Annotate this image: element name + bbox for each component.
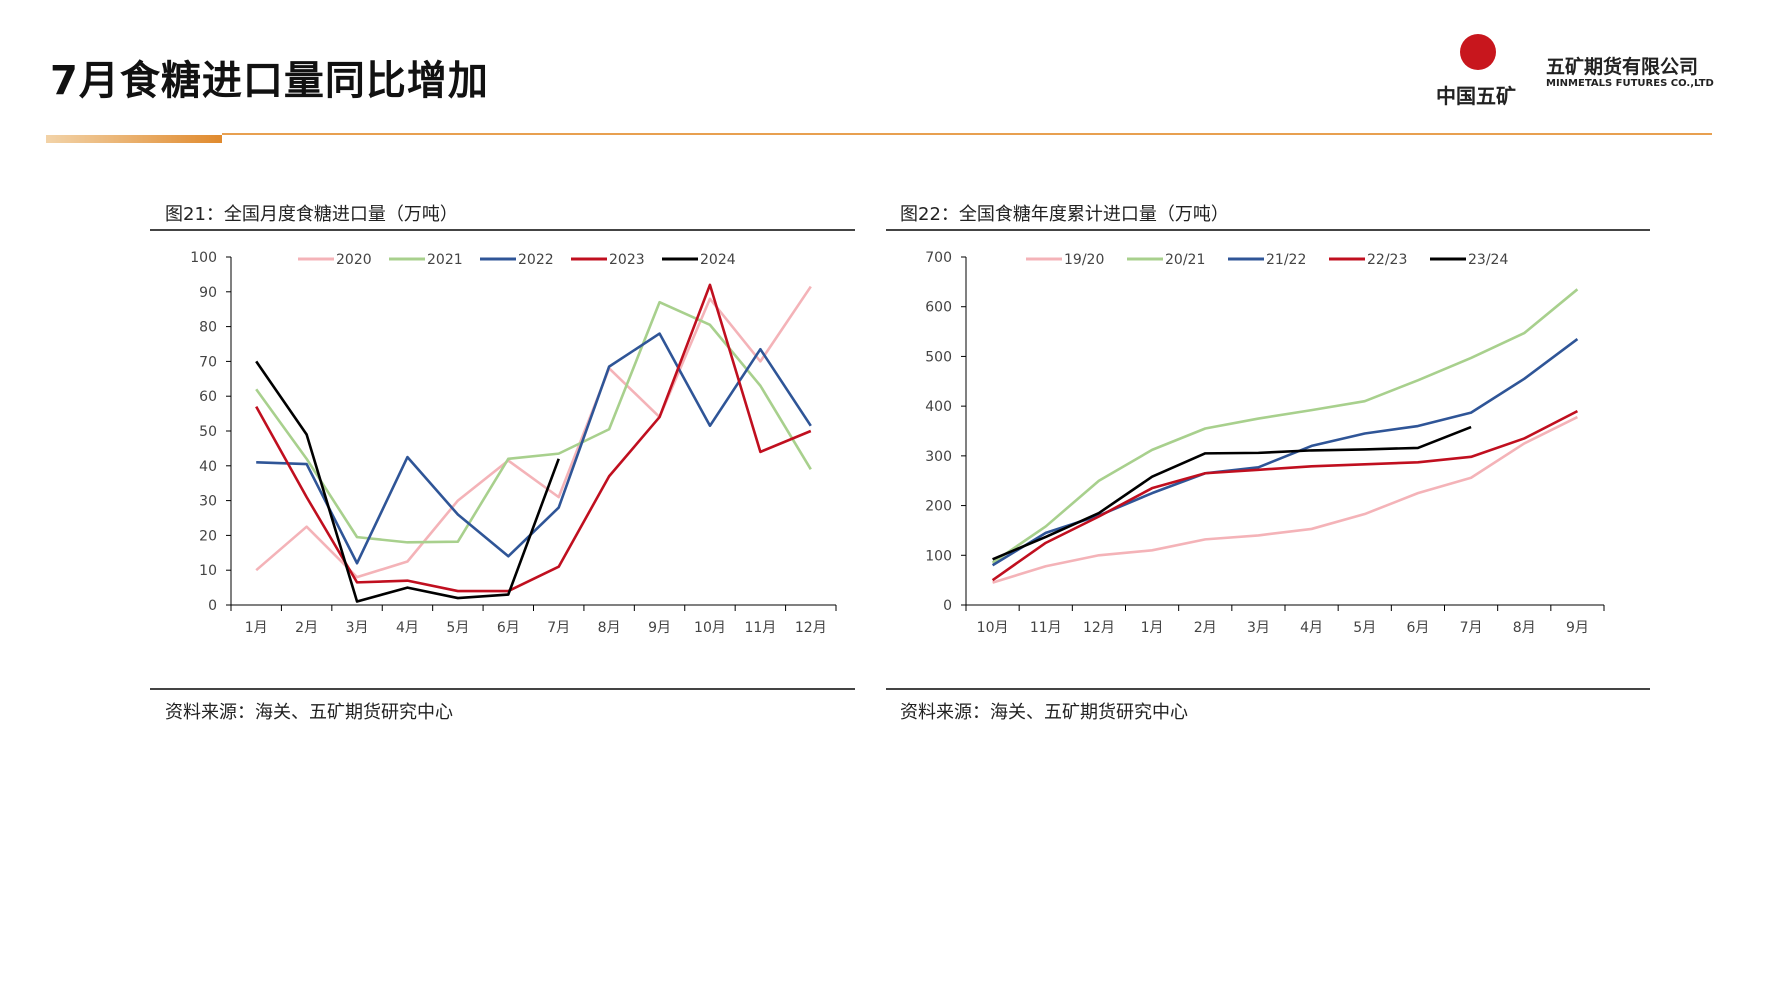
series-line-2023 <box>255 283 812 593</box>
y-tick-label: 30 <box>199 494 217 510</box>
x-tick-label: 8月 <box>598 620 621 636</box>
company-logo: 中国五矿 五矿期货有限公司 MINMETALS FUTURES CO.,LTD <box>1436 32 1726 112</box>
y-tick-label: 60 <box>199 389 217 405</box>
legend-label: 2023 <box>609 252 645 268</box>
x-tick-label: 7月 <box>547 620 570 636</box>
x-tick-label: 5月 <box>446 620 469 636</box>
company-name-cn: 五矿期货有限公司 <box>1546 56 1699 78</box>
y-tick-label: 10 <box>199 563 217 579</box>
x-tick-label: 2月 <box>1194 620 1217 636</box>
legend-label: 22/23 <box>1367 252 1407 268</box>
logo-emblem-icon <box>1460 34 1496 70</box>
x-tick-label: 1月 <box>245 620 268 636</box>
y-tick-label: 80 <box>199 320 217 336</box>
x-tick-label: 10月 <box>977 620 1009 636</box>
x-tick-label: 12月 <box>795 620 827 636</box>
y-tick-label: 300 <box>925 449 952 465</box>
series-line-2024 <box>255 360 560 603</box>
legend-label: 23/24 <box>1468 252 1508 268</box>
x-tick-label: 1月 <box>1141 620 1164 636</box>
series-line-19-20 <box>992 415 1578 584</box>
legend-label: 2022 <box>518 252 554 268</box>
series-line-20-21 <box>991 288 1579 564</box>
x-tick-label: 10月 <box>694 620 726 636</box>
y-tick-label: 50 <box>199 424 217 440</box>
chart2-cumulative-imports: 0 100 200 300 400 500 600 700 10月 11月 12月 1月 2月 3月 4月 5… <box>925 250 1605 636</box>
y-tick-label: 400 <box>925 399 952 415</box>
y-tick-label: 600 <box>925 300 952 316</box>
x-tick-label: 2月 <box>295 620 318 636</box>
page-title: 7月食糖进口量同比增加 <box>50 58 489 104</box>
chart1-top-rule <box>150 229 855 231</box>
y-tick-label: 20 <box>199 528 217 544</box>
x-tick-label: 9月 <box>648 620 671 636</box>
legend-label: 20/21 <box>1165 252 1205 268</box>
y-tick-label: 100 <box>190 250 217 266</box>
logo-text: 中国五矿 <box>1436 84 1516 108</box>
x-tick-label: 11月 <box>1030 620 1062 636</box>
x-tick-label: 6月 <box>1406 620 1429 636</box>
chart1-source: 资料来源：海关、五矿期货研究中心 <box>165 702 453 723</box>
x-tick-label: 11月 <box>744 620 776 636</box>
accent-bar <box>46 135 222 143</box>
chart1-bottom-rule <box>150 688 855 690</box>
legend-label: 2021 <box>427 252 463 268</box>
series-line-22-23 <box>991 409 1579 582</box>
x-tick-label: 12月 <box>1083 620 1115 636</box>
series-line-2021 <box>255 300 812 544</box>
x-tick-label: 5月 <box>1353 620 1376 636</box>
accent-divider <box>222 133 1712 135</box>
y-tick-label: 100 <box>925 548 952 564</box>
y-tick-label: 90 <box>199 285 217 301</box>
chart2-bottom-rule <box>886 688 1650 690</box>
y-tick-label: 40 <box>199 459 217 475</box>
y-tick-label: 700 <box>925 250 952 266</box>
x-tick-label: 4月 <box>396 620 419 636</box>
x-tick-label: 7月 <box>1460 620 1483 636</box>
legend-label: 19/20 <box>1064 252 1104 268</box>
y-tick-label: 200 <box>925 499 952 515</box>
company-name-en: MINMETALS FUTURES CO.,LTD <box>1546 78 1714 89</box>
chart1-title: 图21：全国月度食糖进口量（万吨） <box>165 204 458 225</box>
x-tick-label: 9月 <box>1566 620 1589 636</box>
chart2-top-rule <box>886 229 1650 231</box>
legend-label: 21/22 <box>1266 252 1306 268</box>
legend-label: 2020 <box>336 252 372 268</box>
x-tick-label: 6月 <box>497 620 520 636</box>
x-tick-label: 8月 <box>1513 620 1536 636</box>
y-tick-label: 0 <box>208 598 217 614</box>
y-tick-label: 0 <box>943 598 952 614</box>
chart1-monthly-imports: 0 10 20 30 40 50 60 70 80 90 100 1月 2月 3月 4月 5月 6月 7月 8月 9月… <box>190 250 837 636</box>
x-tick-label: 4月 <box>1300 620 1323 636</box>
chart2-title: 图22：全国食糖年度累计进口量（万吨） <box>900 204 1229 225</box>
series-line-23-24 <box>992 425 1472 561</box>
y-tick-label: 500 <box>925 349 952 365</box>
x-tick-label: 3月 <box>346 620 369 636</box>
x-tick-label: 3月 <box>1247 620 1270 636</box>
series-line-2022 <box>256 332 812 565</box>
legend-label: 2024 <box>700 252 736 268</box>
y-tick-label: 70 <box>199 354 217 370</box>
chart2-source: 资料来源：海关、五矿期货研究中心 <box>900 702 1188 723</box>
